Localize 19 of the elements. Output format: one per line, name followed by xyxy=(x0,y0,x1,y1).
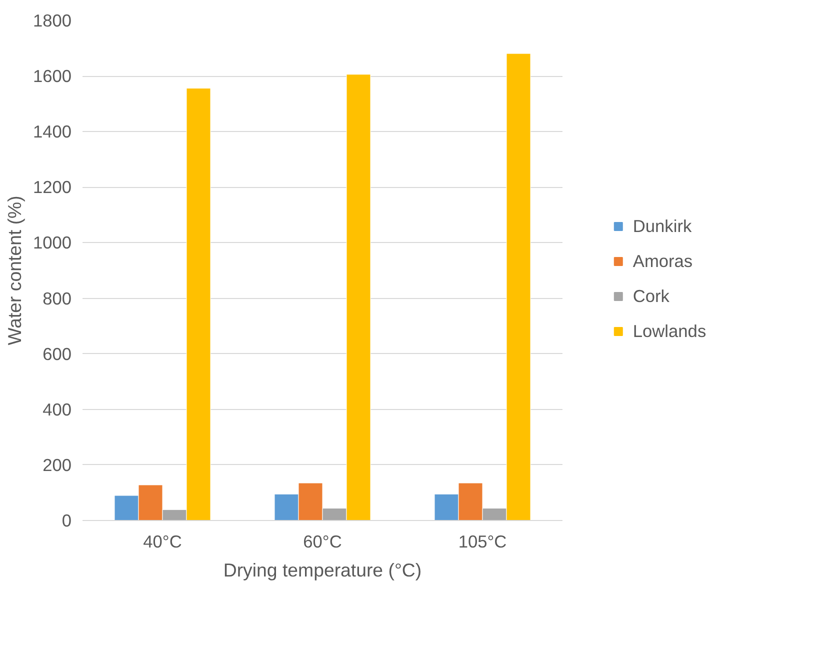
y-tick-label: 800 xyxy=(42,288,72,308)
x-tick-label: 60°C xyxy=(303,532,342,552)
y-tick-label: 200 xyxy=(42,454,72,475)
legend-label: Lowlands xyxy=(632,320,706,342)
y-tick-label: 600 xyxy=(42,344,72,364)
x-tick-label: 40°C xyxy=(143,532,182,552)
y-tick-label: 1800 xyxy=(32,10,72,30)
legend-label: Cork xyxy=(632,286,670,306)
y-tick-label: 1200 xyxy=(32,177,72,198)
x-axis-title: Drying temperature (°C) xyxy=(223,560,422,580)
y-axis-title: Water content (%) xyxy=(4,196,25,346)
legend-label: Dunkirk xyxy=(632,216,692,236)
y-tick-label: 1000 xyxy=(32,232,72,253)
y-tick-label: 400 xyxy=(42,399,72,420)
x-tick-label: 105°C xyxy=(458,532,507,552)
y-tick-label: 1400 xyxy=(32,122,72,142)
y-tick-label: 1600 xyxy=(32,66,72,86)
y-tick-label: 0 xyxy=(62,510,72,530)
legend-label: Amoras xyxy=(632,250,693,272)
